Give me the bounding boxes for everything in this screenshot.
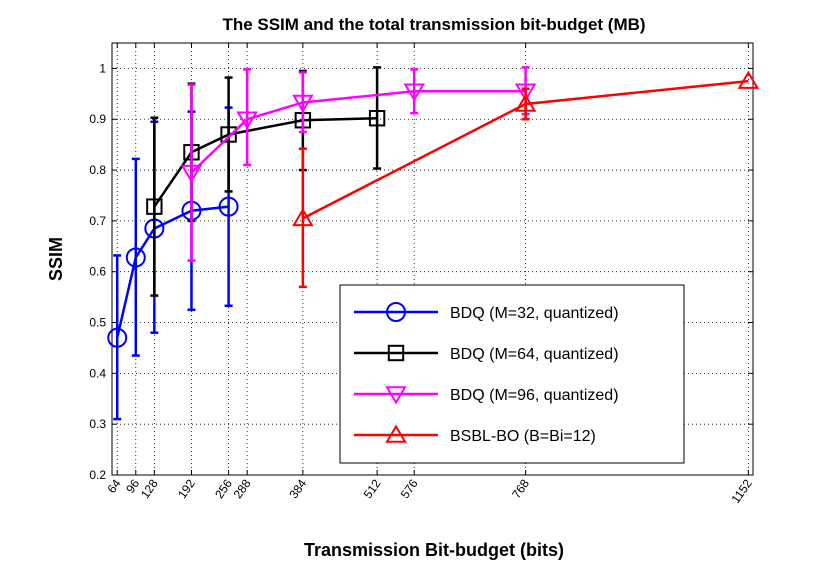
series-line: [116, 205, 229, 339]
series-4: [292, 70, 760, 289]
legend-label: BDQ (M=32, quantized): [450, 305, 619, 322]
x-tick-label: 1152: [729, 476, 755, 505]
x-tick-label: 512: [361, 476, 384, 501]
x-tick-label: 64: [105, 476, 124, 495]
legend-label: BDQ (M=64, quantized): [450, 346, 619, 363]
x-tick-label: 256: [212, 476, 235, 501]
legend-marker: [386, 302, 406, 322]
data-point: [514, 83, 537, 102]
series-3: [180, 66, 537, 262]
legend: BDQ (M=32, quantized) BDQ (M=64, quantize…: [339, 284, 685, 464]
data-point: [737, 70, 760, 89]
data-point: [180, 164, 203, 184]
data-point: [107, 327, 128, 348]
data-point: [236, 111, 258, 130]
data-point: [292, 94, 314, 113]
data-point: [218, 196, 239, 217]
data-point: [403, 83, 425, 102]
x-tick-label: 576: [398, 476, 421, 501]
plot-frame: [111, 42, 754, 476]
series-line: [153, 116, 378, 208]
data-point: [146, 198, 163, 215]
data-point: [125, 247, 146, 268]
data-point: [220, 126, 237, 143]
chart-title: The SSIM and the total transmission bit-…: [222, 15, 645, 34]
y-tick-label: 0.6: [89, 265, 106, 279]
x-tick-label: 192: [175, 476, 198, 501]
y-tick-label: 0.7: [89, 214, 106, 228]
x-tick-label: 128: [138, 476, 161, 501]
series-layer: [107, 66, 760, 421]
y-tick-label: 0.8: [89, 163, 106, 177]
legend-marker: [385, 424, 407, 443]
x-tick-label: 768: [509, 476, 532, 501]
x-tick-label: 288: [231, 476, 254, 501]
x-axis-label: Transmission Bit-budget (bits): [304, 540, 564, 560]
series-1: [107, 106, 239, 421]
y-tick-label: 0.4: [89, 366, 106, 380]
legend-label: BDQ (M=96, quantized): [450, 387, 619, 404]
data-point: [514, 93, 537, 112]
y-tick-label: 0.3: [89, 417, 106, 431]
data-point: [292, 207, 314, 227]
y-tick-label: 0.5: [89, 316, 106, 330]
series-2: [146, 66, 386, 297]
y-tick-label: 0.2: [89, 468, 106, 482]
y-axis-label: SSIM: [46, 237, 66, 281]
legend-box: [339, 284, 685, 464]
y-tick-label: 0.9: [89, 112, 106, 126]
data-point: [368, 110, 386, 127]
y-tick-label: 1: [99, 61, 106, 75]
legend-marker: [387, 344, 405, 362]
x-tick-label: 384: [286, 476, 309, 501]
legend-label: BSBL-BO (B=Bi=12): [450, 428, 596, 445]
legend-marker: [385, 386, 407, 405]
